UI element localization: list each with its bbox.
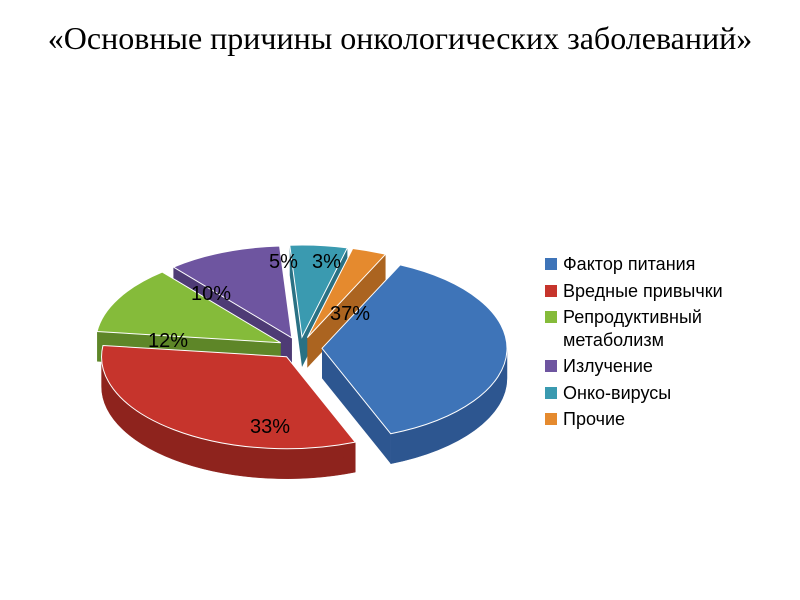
legend-item: Онко-вирусы: [545, 382, 775, 405]
legend-label: Репродуктивный метаболизм: [563, 306, 775, 351]
legend: Фактор питания Вредные привычки Репродукти…: [545, 253, 775, 435]
legend-label: Фактор питания: [563, 253, 695, 276]
legend-swatch: [545, 387, 557, 399]
legend-label: Излучение: [563, 355, 653, 378]
pct-label: 10%: [191, 283, 231, 306]
legend-label: Прочие: [563, 408, 625, 431]
legend-label: Вредные привычки: [563, 280, 723, 303]
pct-label: 33%: [250, 416, 290, 439]
pct-label: 12%: [148, 330, 188, 353]
pie-chart: Фактор питания Вредные привычки Репродукти…: [0, 58, 800, 538]
legend-label: Онко-вирусы: [563, 382, 671, 405]
legend-item: Репродуктивный метаболизм: [545, 306, 775, 351]
chart-title: «Основные причины онкологических заболев…: [0, 0, 800, 58]
legend-swatch: [545, 311, 557, 323]
legend-item: Фактор питания: [545, 253, 775, 276]
legend-item: Излучение: [545, 355, 775, 378]
legend-item: Вредные привычки: [545, 280, 775, 303]
legend-swatch: [545, 360, 557, 372]
legend-swatch: [545, 258, 557, 270]
pct-label: 3%: [312, 251, 341, 274]
pct-label: 37%: [330, 303, 370, 326]
legend-item: Прочие: [545, 408, 775, 431]
legend-swatch: [545, 413, 557, 425]
pct-label: 5%: [269, 251, 298, 274]
legend-swatch: [545, 285, 557, 297]
